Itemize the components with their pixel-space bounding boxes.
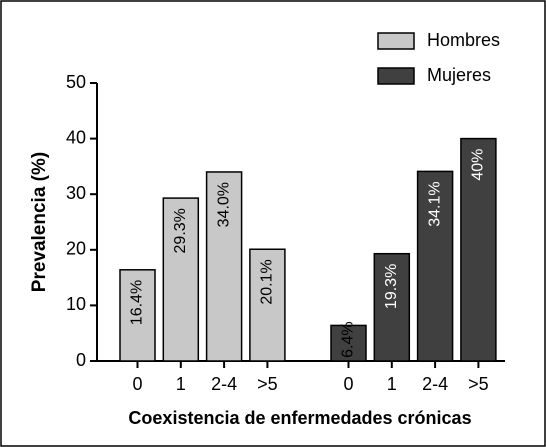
y-tick-label: 10 — [66, 294, 86, 314]
value-label: 16.4% — [129, 280, 146, 325]
value-label: 29.3% — [172, 208, 189, 253]
x-tick-label: 2-4 — [422, 374, 448, 394]
x-tick-label: 1 — [176, 374, 186, 394]
value-label: 19.3% — [383, 264, 400, 309]
y-tick-label: 0 — [76, 350, 86, 370]
value-label: 6.4% — [340, 321, 357, 357]
legend-swatch — [377, 67, 415, 85]
x-tick-label: >5 — [257, 374, 278, 394]
value-label: 34.0% — [215, 182, 232, 227]
bar — [416, 170, 454, 362]
legend-label: Hombres — [427, 30, 500, 50]
x-tick-label: 0 — [343, 374, 353, 394]
legend-label: Mujeres — [427, 65, 491, 85]
x-tick-label: >5 — [468, 374, 489, 394]
y-tick-label: 50 — [66, 72, 86, 92]
bar — [460, 137, 497, 362]
value-label: 40% — [470, 149, 487, 181]
y-tick-label: 20 — [66, 239, 86, 259]
value-label: 20.1% — [259, 259, 276, 304]
x-tick-label: 2-4 — [211, 374, 237, 394]
y-tick-label: 40 — [66, 127, 86, 147]
y-tick-label: 30 — [66, 183, 86, 203]
y-axis-label: Prevalencia (%) — [29, 152, 50, 292]
x-tick-label: 1 — [387, 374, 397, 394]
value-label: 34.1% — [426, 181, 443, 226]
bar — [249, 248, 286, 362]
bar — [205, 171, 243, 362]
x-axis-label: Coexistencia de enfermedades crónicas — [128, 408, 471, 428]
bar — [373, 252, 411, 362]
legend-swatch — [377, 32, 415, 50]
x-tick-label: 0 — [132, 374, 142, 394]
